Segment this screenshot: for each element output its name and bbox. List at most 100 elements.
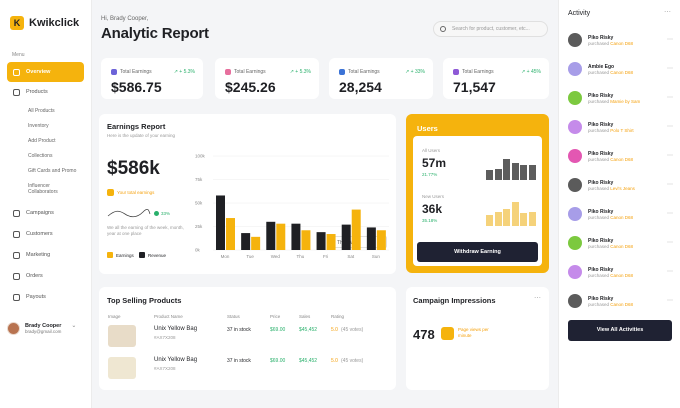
mini-bar (511, 202, 519, 226)
col-header: Price (270, 314, 281, 319)
earnings-total: $586k (107, 158, 160, 179)
stat-card: Total Earnings ↗ + 5.3% $586.75 (101, 58, 203, 99)
stat-icon (339, 69, 345, 75)
overview-icon (13, 68, 20, 76)
bar-revenue[interactable] (226, 218, 235, 250)
stat-value: 28,254 (339, 79, 382, 95)
mini-bar (503, 209, 510, 226)
avatar (568, 62, 582, 76)
activity-item[interactable]: Piko Risky purchased Levi's Jeans ⋯ (568, 178, 673, 192)
bar-earnings[interactable] (266, 221, 276, 250)
user-profile[interactable]: Brady Cooper brady@gmail.com ⌄ (7, 322, 76, 335)
more-options-icon[interactable]: ⋯ (667, 124, 673, 130)
sidebar-item-products[interactable]: Products (7, 82, 84, 102)
bar-revenue[interactable] (351, 209, 361, 250)
more-options-icon[interactable]: ⋯ (667, 298, 673, 304)
more-options-icon[interactable]: ⋯ (667, 153, 673, 159)
avatar (568, 149, 582, 163)
bar-revenue[interactable] (326, 234, 336, 250)
more-options-icon[interactable]: ⋯ (667, 95, 673, 101)
page-title: Analytic Report (101, 25, 209, 42)
chevron-down-icon[interactable]: ⌄ (71, 323, 77, 329)
brand-name: Kwikclick (29, 17, 80, 29)
sidebar-sub-inventory[interactable]: Inventory (28, 123, 49, 129)
activity-item[interactable]: Piko Risky purchased Canon D68 ⋯ (568, 207, 673, 221)
avatar (568, 178, 582, 192)
bar-revenue[interactable] (276, 223, 286, 250)
user-name: Brady Cooper (25, 323, 62, 329)
sidebar-item-payouts[interactable]: Payouts (7, 287, 84, 307)
product-thumbnail (108, 325, 136, 347)
more-options-icon[interactable]: ⋯ (667, 182, 673, 188)
col-header: Rating (331, 314, 345, 319)
y-tick-label: 100k (195, 154, 206, 159)
campaign-icon (13, 209, 20, 217)
sidebar-item-customers[interactable]: Customers (7, 224, 84, 244)
bar-revenue[interactable] (251, 236, 261, 250)
stat-label-text: Total Earnings (348, 69, 380, 75)
sidebar-item-campaigns[interactable]: Campaigns (7, 203, 84, 223)
more-options-icon[interactable]: ⋯ (667, 269, 673, 275)
sidebar-sub-gift-cards[interactable]: Gift Cards and Promo (28, 168, 77, 174)
activity-action: purchased (588, 98, 610, 104)
activity-description: purchased Canon D68 (588, 70, 633, 75)
more-options-icon[interactable]: ⋯ (667, 211, 673, 217)
stat-value: $586.75 (111, 79, 162, 95)
sidebar-item-label: Payouts (26, 294, 46, 300)
more-options-icon[interactable]: ⋯ (667, 37, 673, 43)
activity-action: purchased (588, 40, 610, 46)
bar-revenue[interactable] (376, 230, 386, 250)
activity-item[interactable]: Piko Risky purchased Canon D68 ⋯ (568, 265, 673, 279)
all-users-mini-chart (486, 152, 536, 180)
activity-description: purchased Canon D68 (588, 244, 633, 249)
bar-revenue[interactable] (301, 230, 311, 250)
activity-item[interactable]: Piko Risky purchased Canon D68 ⋯ (568, 294, 673, 308)
more-options-icon[interactable]: ⋯ (534, 295, 541, 302)
mini-bar (494, 212, 502, 226)
user-email: brady@gmail.com (25, 329, 62, 334)
box-icon (13, 88, 20, 96)
activity-item[interactable]: Piko Risky purchased Canon D68 ⋯ (568, 149, 673, 163)
more-options-icon[interactable]: ⋯ (667, 240, 673, 246)
mini-bar (511, 163, 519, 180)
bar-earnings[interactable] (366, 227, 376, 250)
search-placeholder: Search for product, customer, etc... (452, 26, 530, 32)
sidebar-sub-collections[interactable]: Collections (28, 153, 53, 159)
products-title: Top Selling Products (107, 296, 182, 305)
bar-earnings[interactable] (341, 224, 351, 250)
col-header: Image (108, 314, 121, 319)
bar-earnings[interactable] (216, 195, 225, 250)
activity-item[interactable]: Piko Risky purchased Polo T Shirt ⋯ (568, 120, 673, 134)
bar-earnings[interactable] (291, 223, 301, 250)
users-icon (13, 230, 20, 238)
sidebar-item-overview[interactable]: Overview (7, 62, 84, 82)
withdraw-earning-button[interactable]: Withdraw Earning (417, 242, 538, 262)
stat-label: Total Earnings (453, 69, 494, 75)
y-tick-label: 50k (195, 201, 203, 206)
activity-user: Ambie Ego (588, 63, 615, 70)
x-tick-label: Sat (347, 254, 355, 259)
sidebar-item-marketing[interactable]: Marketing (7, 245, 84, 265)
activity-item[interactable]: Ambie Ego purchased Canon D68 ⋯ (568, 62, 673, 76)
sidebar-sub-add-product[interactable]: Add Product (28, 138, 56, 144)
sidebar-item-label: Customers (26, 231, 53, 237)
product-votes: (45 votes) (341, 327, 364, 333)
trend-change-value: 33% (161, 211, 171, 216)
view-all-activities-button[interactable]: View All Activities (568, 320, 672, 341)
brand[interactable]: K Kwikclick (10, 16, 79, 30)
sidebar-item-orders[interactable]: Orders (7, 266, 84, 286)
activity-product: Canon D68 (610, 301, 634, 307)
product-name: Unix Yellow Bag (154, 326, 198, 332)
sidebar-sub-all-products[interactable]: All Products (28, 108, 55, 114)
more-options-icon[interactable]: ⋯ (664, 9, 671, 16)
activity-user: Piko Risky (588, 266, 614, 273)
sidebar-sub-influencer[interactable]: Influencer Collaborators (28, 183, 58, 195)
activity-product: Canon D68 (610, 40, 634, 46)
more-options-icon[interactable]: ⋯ (667, 66, 673, 72)
bar-earnings[interactable] (316, 232, 326, 250)
activity-item[interactable]: Piko Risky purchased Canon D68 ⋯ (568, 236, 673, 250)
search-input[interactable]: Search for product, customer, etc... (433, 21, 548, 37)
activity-item[interactable]: Piko Risky purchased Canon D68 ⋯ (568, 33, 673, 47)
bar-earnings[interactable] (241, 233, 251, 250)
activity-item[interactable]: Piko Risky purchased Mamie by Sam ⋯ (568, 91, 673, 105)
